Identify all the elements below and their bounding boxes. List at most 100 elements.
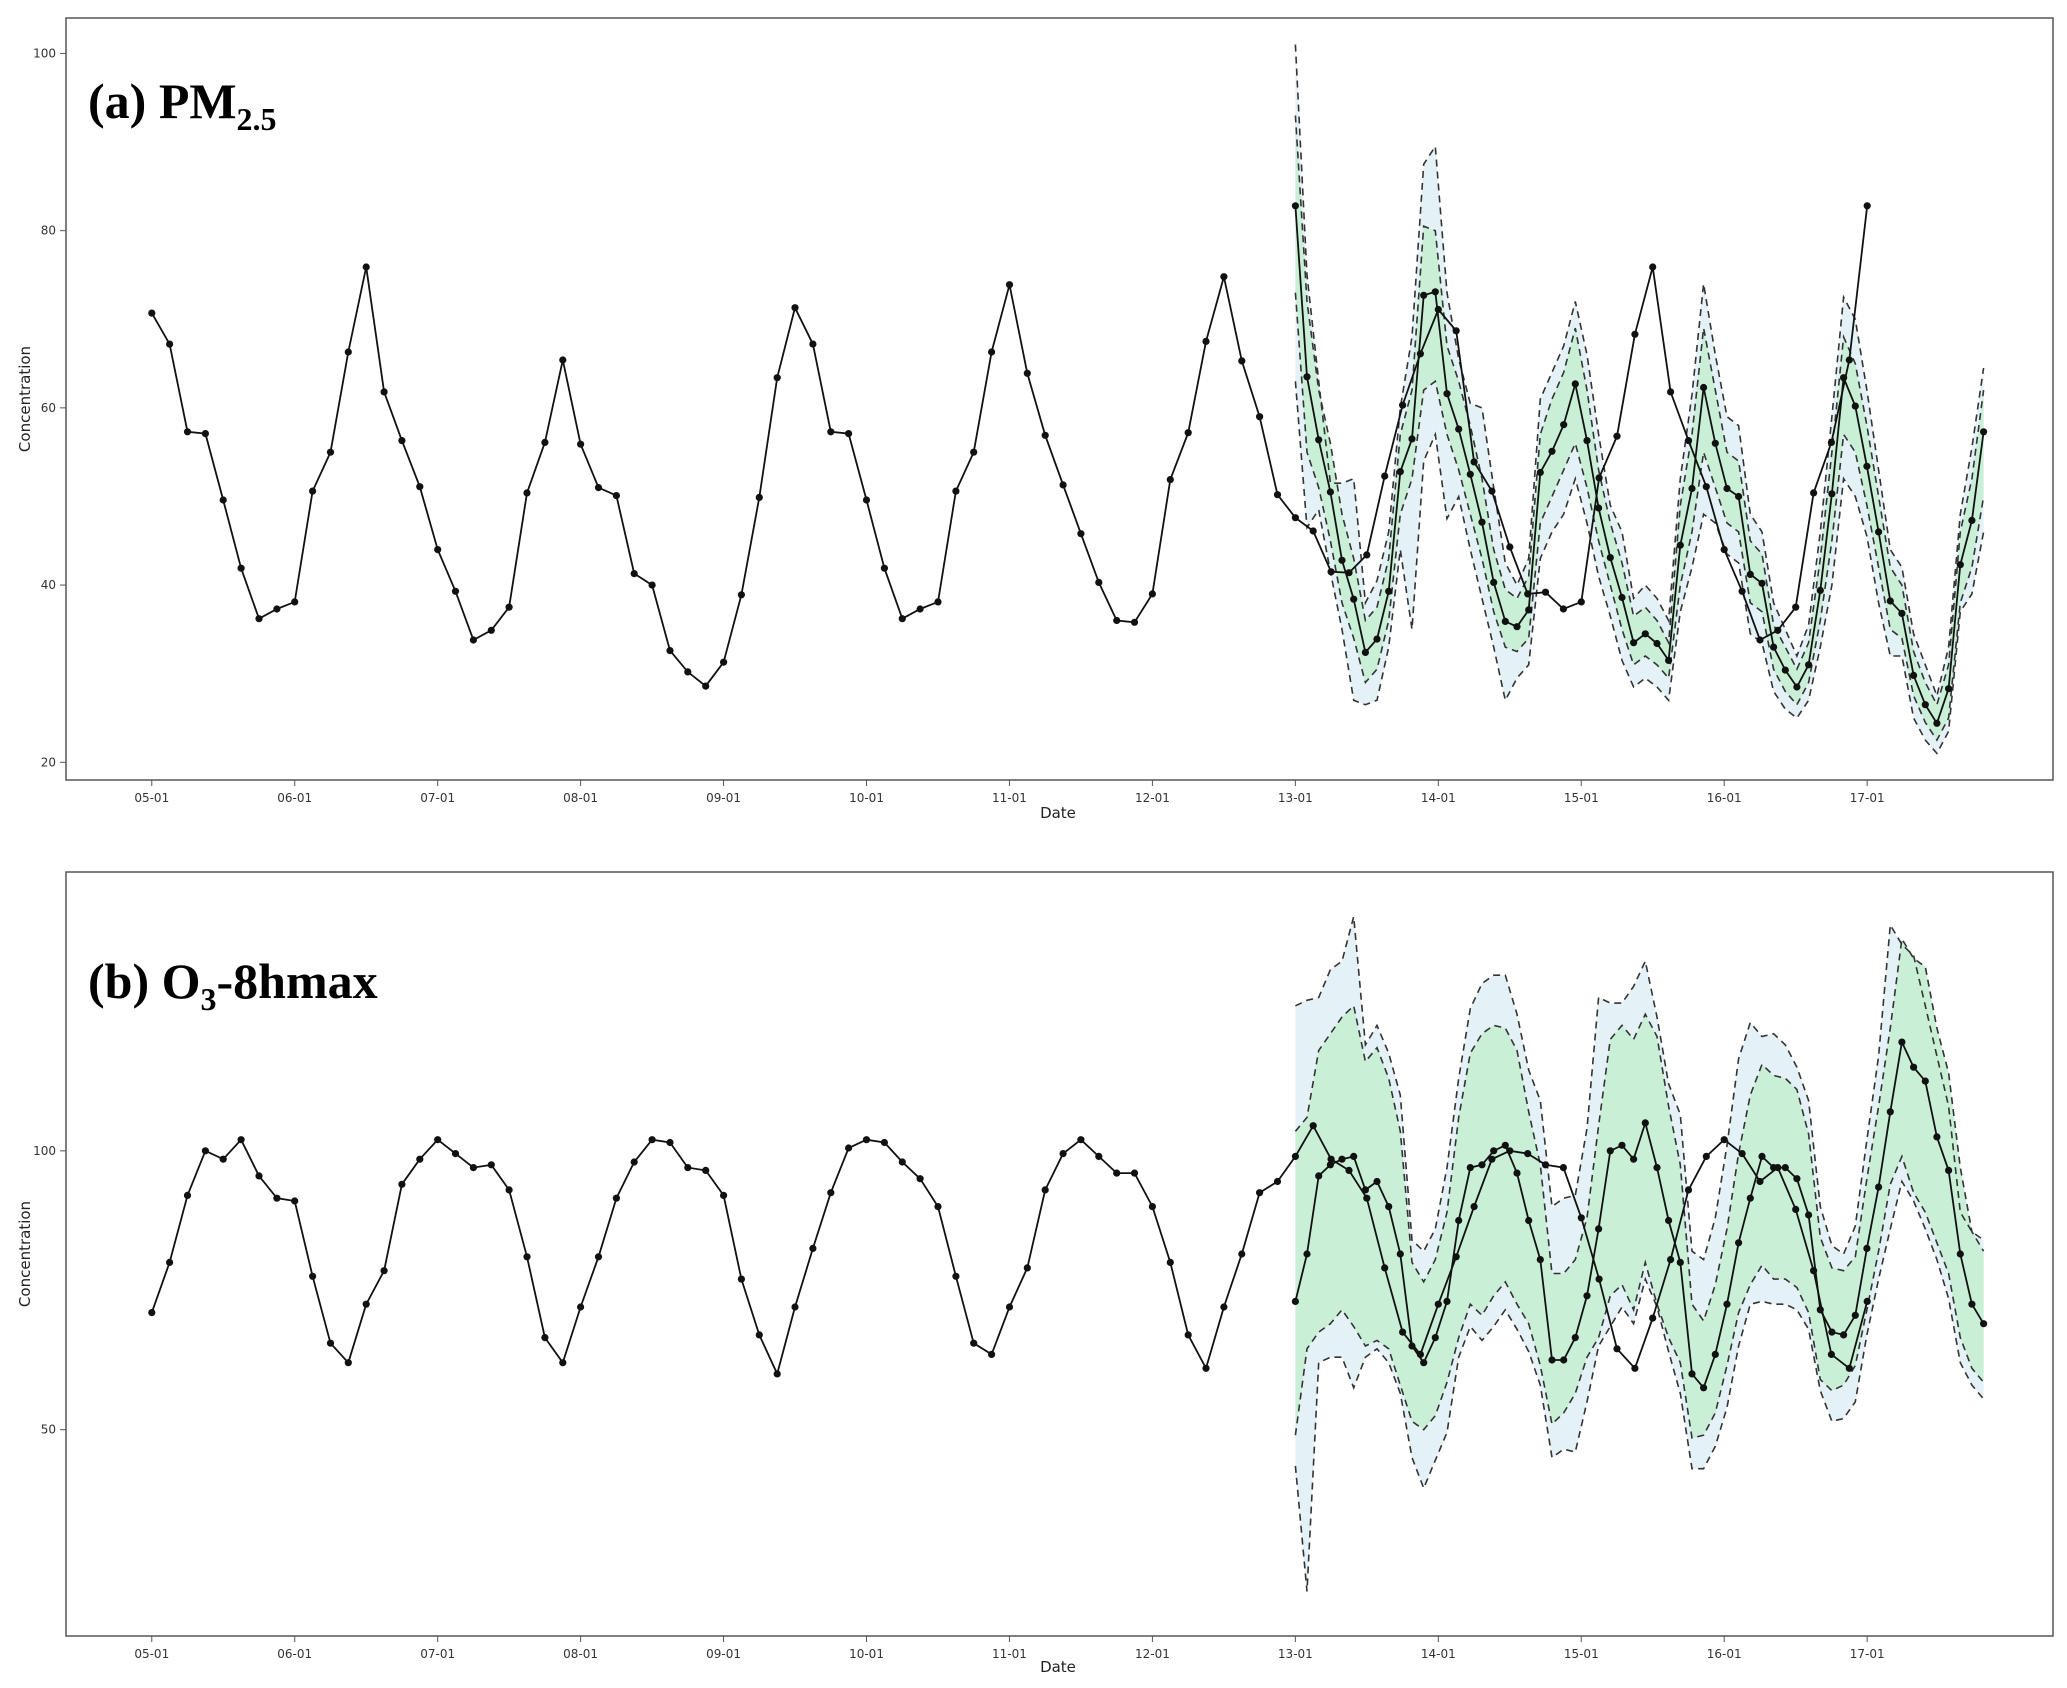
x-tick-label: 14-01 (1421, 1647, 1456, 1661)
history-point (1631, 1364, 1639, 1372)
history-point (505, 603, 513, 611)
forecast-point (1863, 462, 1871, 470)
history-point (1631, 330, 1639, 338)
history-point (1702, 483, 1710, 491)
forecast-point (1758, 1152, 1766, 1160)
forecast-point (1921, 701, 1929, 709)
history-point (827, 1189, 835, 1197)
forecast-point (1641, 630, 1649, 638)
forecast-point (1455, 1216, 1463, 1225)
history-point (773, 374, 781, 382)
history-point (1077, 1136, 1085, 1144)
history-point (845, 430, 853, 438)
history-point (898, 615, 906, 623)
history-point (469, 1164, 477, 1172)
history-point (416, 1155, 424, 1163)
forecast-point (1408, 1342, 1416, 1350)
inner-interval-band (1295, 938, 1984, 1438)
forecast-point (1816, 1306, 1824, 1314)
history-point (952, 1272, 960, 1280)
history-point (1756, 1177, 1764, 1186)
forecast-point (1396, 468, 1404, 476)
history-point (1863, 1297, 1871, 1305)
forecast-point (1396, 1250, 1404, 1258)
history-point (1738, 1150, 1746, 1158)
x-tick-label: 14-01 (1421, 791, 1456, 805)
title-subscript: 3 (201, 981, 217, 1017)
x-tick-label: 16-01 (1707, 791, 1742, 805)
forecast-point (1735, 1239, 1743, 1247)
outer-lower-bound (1294, 381, 1985, 755)
history-point (737, 1275, 746, 1283)
forecast-point (1373, 1177, 1381, 1186)
history-point (166, 1258, 174, 1266)
history-point (166, 340, 174, 348)
forecast-point (1513, 623, 1521, 631)
forecast-point (1933, 1133, 1941, 1141)
history-point (309, 1272, 317, 1280)
series-markers (148, 1038, 1988, 1392)
x-axis: 05-01 06-01 07-01 08-01 09-01 10-01 11-01 12-01… (134, 780, 1885, 805)
history-point (1095, 1152, 1103, 1160)
forecast-point (1303, 373, 1311, 381)
history-point (541, 1334, 549, 1342)
history-point (648, 581, 656, 589)
panel-label: (b) (88, 953, 149, 1009)
forecast-point (1851, 402, 1859, 410)
inner-lower-bound (1294, 292, 1985, 742)
history-point (1792, 603, 1800, 611)
history-point (1041, 1186, 1049, 1194)
history-point (1434, 1300, 1442, 1308)
history-point (1506, 543, 1514, 551)
history-point (1488, 1155, 1496, 1163)
x-tick-label: 11-01 (992, 1647, 1027, 1661)
history-point (1113, 616, 1121, 625)
history-point (1363, 1194, 1371, 1202)
history-point (291, 598, 299, 606)
title-main: PM (159, 73, 237, 129)
forecast-point (1630, 1155, 1638, 1163)
x-axis-label: Date (1040, 1658, 1076, 1676)
forecast-point (1770, 1164, 1778, 1172)
forecast-point (1501, 1141, 1509, 1149)
history-point (594, 484, 603, 492)
history-point (1524, 590, 1532, 598)
forecast-bounds (1294, 44, 1985, 755)
y-axis-label: Concentration (16, 1201, 34, 1307)
forecast-point (1793, 1175, 1801, 1183)
history-point (1256, 413, 1264, 421)
forecast-point (1455, 425, 1463, 433)
forecast-point (1431, 1334, 1439, 1342)
x-tick-label: 17-01 (1850, 791, 1885, 805)
history-point (362, 263, 370, 271)
forecast-point (1805, 661, 1813, 669)
forecast-point (1758, 579, 1766, 587)
title-tail: -8hmax (217, 953, 378, 1009)
history-point (720, 658, 728, 666)
history-point (326, 1339, 335, 1347)
forecast-point (1350, 595, 1358, 603)
history-point (1577, 1214, 1585, 1222)
forecast-point (1595, 1225, 1603, 1233)
forecast-point (1653, 639, 1661, 648)
history-point (577, 440, 585, 448)
history-point (201, 430, 209, 438)
history-point (219, 1155, 227, 1163)
forecast-point (1921, 1077, 1929, 1085)
history-point (1667, 1256, 1675, 1264)
forecast-point (1571, 1334, 1579, 1342)
history-point (183, 1191, 192, 1199)
history-point (1470, 1203, 1478, 1211)
forecast-point (1595, 504, 1603, 512)
history-point (1273, 491, 1282, 499)
history-point (1863, 202, 1871, 210)
history-point (1059, 481, 1067, 489)
forecast-point (1408, 435, 1416, 443)
forecast-point (1618, 1141, 1626, 1149)
history-point (434, 1136, 442, 1144)
forecast-point (1466, 470, 1474, 478)
history-point (237, 1136, 245, 1144)
inner-upper-bound (1294, 936, 1985, 1323)
history-point (416, 483, 424, 491)
